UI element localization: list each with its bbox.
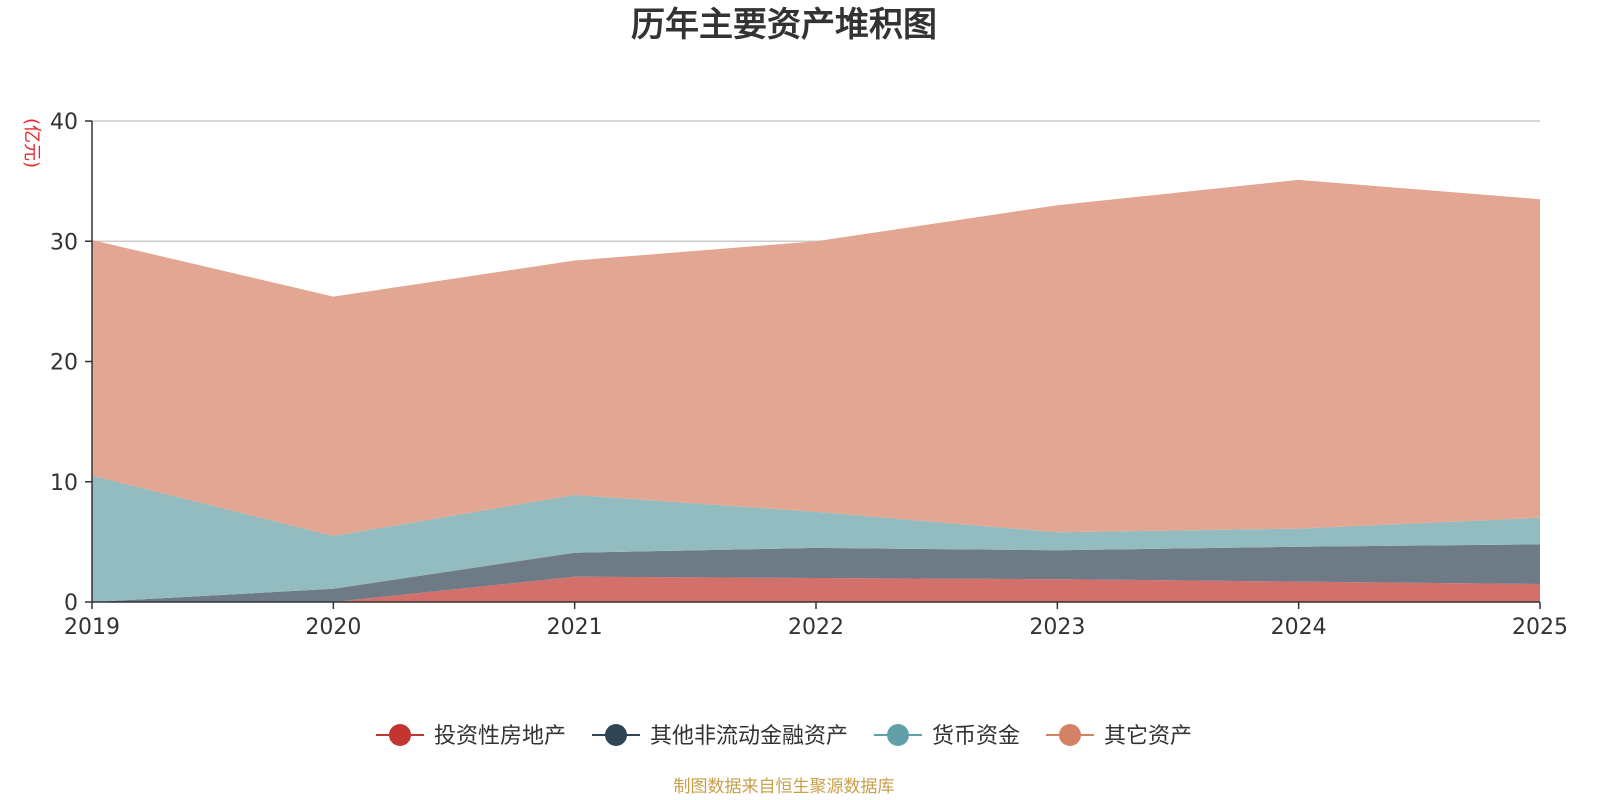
legend-label: 货币资金 <box>932 724 1020 749</box>
axes: 0 10 20 30 40 2019 2020 2021 2022 2023 2024 2025 <box>50 110 1568 640</box>
legend-label: 其他非流动金融资产 <box>650 724 848 749</box>
legend-label: 投资性房地产 <box>434 724 566 749</box>
area-series <box>92 179 1540 602</box>
legend-marker <box>1059 724 1081 746</box>
x-tick-label: 2023 <box>1029 615 1085 640</box>
legend-item-1[interactable]: 其他非流动金融资产 <box>592 724 848 749</box>
legend-item-3[interactable]: 其它资产 <box>1046 724 1192 749</box>
x-tick-label: 2019 <box>64 615 120 640</box>
area-series-0 <box>92 576 1540 602</box>
x-tick-label: 2021 <box>547 615 603 640</box>
legend-item-2[interactable]: 货币资金 <box>874 724 1020 749</box>
y-tick-label: 0 <box>64 591 78 616</box>
x-tick-label: 2025 <box>1512 615 1568 640</box>
legend[interactable]: 投资性房地产 其他非流动金融资产 货币资金 其它资产 <box>376 724 1192 749</box>
legend-marker <box>389 724 411 746</box>
x-tick-label: 2022 <box>788 615 844 640</box>
area-series-1 <box>92 544 1540 602</box>
legend-marker <box>887 724 909 746</box>
legend-label: 其它资产 <box>1104 724 1192 749</box>
area-series-2 <box>92 475 1540 602</box>
y-tick-label: 40 <box>50 110 78 135</box>
x-tick-label: 2024 <box>1271 615 1327 640</box>
y-tick-label: 30 <box>50 230 78 255</box>
y-axis-unit-label: (亿元) <box>21 118 42 168</box>
legend-marker <box>605 724 627 746</box>
y-tick-label: 20 <box>50 351 78 376</box>
data-source-note: 制图数据来自恒生聚源数据库 <box>674 777 895 797</box>
chart-title: 历年主要资产堆积图 <box>631 5 937 45</box>
legend-item-0[interactable]: 投资性房地产 <box>376 724 566 749</box>
area-series-3 <box>92 179 1540 536</box>
x-tick-label: 2020 <box>305 615 361 640</box>
y-tick-label: 10 <box>50 471 78 496</box>
